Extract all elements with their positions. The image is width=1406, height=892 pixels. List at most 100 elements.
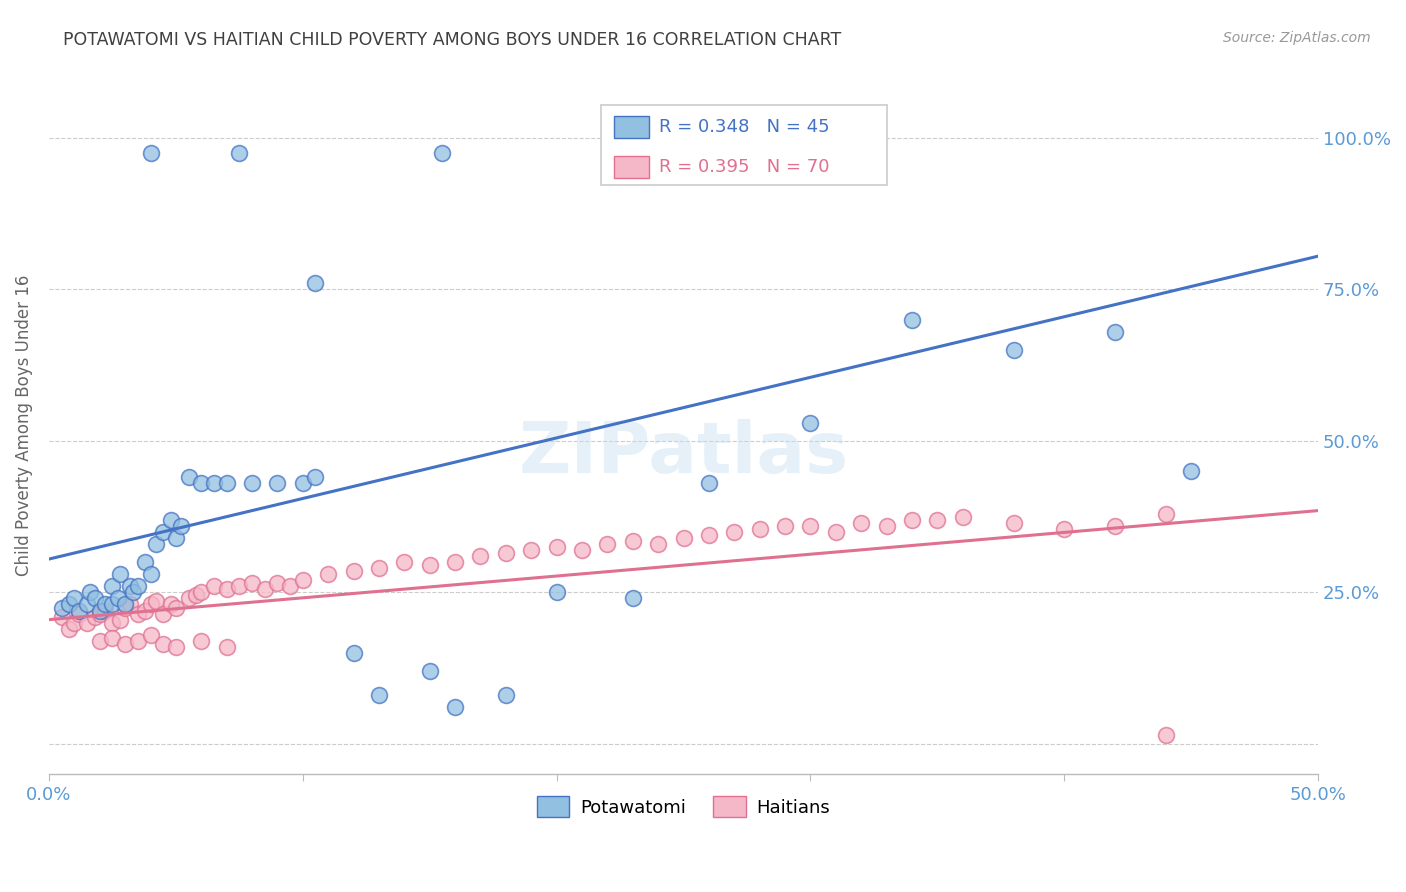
- Text: R = 0.395   N = 70: R = 0.395 N = 70: [659, 159, 830, 177]
- Point: [94, 598, 117, 612]
- Point: [190, 585, 212, 599]
- Point: [266, 476, 288, 491]
- Point: [83, 609, 105, 624]
- Point: [596, 537, 619, 551]
- Point: [876, 518, 898, 533]
- Point: [291, 574, 314, 588]
- Point: [278, 579, 301, 593]
- Point: [89, 607, 111, 621]
- Point: [79, 585, 101, 599]
- Point: [134, 555, 156, 569]
- Point: [145, 594, 167, 608]
- Point: [170, 518, 193, 533]
- Point: [114, 600, 136, 615]
- Point: [215, 582, 238, 597]
- Point: [101, 631, 124, 645]
- Point: [495, 546, 517, 560]
- Point: [127, 607, 149, 621]
- Point: [139, 628, 162, 642]
- Point: [291, 476, 314, 491]
- Point: [165, 600, 187, 615]
- Text: Source: ZipAtlas.com: Source: ZipAtlas.com: [1223, 31, 1371, 45]
- Point: [152, 637, 174, 651]
- Point: [1154, 728, 1177, 742]
- Point: [108, 613, 131, 627]
- Point: [546, 540, 568, 554]
- Point: [672, 531, 695, 545]
- Text: ZIPatlas: ZIPatlas: [519, 419, 849, 488]
- Point: [748, 522, 770, 536]
- Point: [901, 513, 924, 527]
- Text: R = 0.348   N = 45: R = 0.348 N = 45: [659, 119, 830, 136]
- Point: [83, 591, 105, 606]
- Legend: Potawatomi, Haitians: Potawatomi, Haitians: [530, 789, 838, 824]
- Point: [152, 607, 174, 621]
- Point: [419, 664, 441, 678]
- Point: [139, 567, 162, 582]
- Point: [107, 591, 129, 606]
- Point: [120, 579, 142, 593]
- Point: [697, 528, 720, 542]
- Point: [799, 518, 821, 533]
- Point: [304, 277, 326, 291]
- Point: [571, 543, 593, 558]
- Point: [159, 513, 181, 527]
- Point: [546, 585, 568, 599]
- Point: [63, 591, 86, 606]
- Point: [215, 476, 238, 491]
- FancyBboxPatch shape: [600, 105, 887, 186]
- Point: [394, 555, 416, 569]
- Point: [120, 598, 142, 612]
- Point: [419, 558, 441, 573]
- Point: [1154, 507, 1177, 521]
- Point: [134, 603, 156, 617]
- Point: [799, 416, 821, 430]
- Point: [51, 609, 73, 624]
- Point: [621, 591, 644, 606]
- Point: [190, 476, 212, 491]
- Point: [165, 531, 187, 545]
- Point: [152, 524, 174, 539]
- Y-axis label: Child Poverty Among Boys Under 16: Child Poverty Among Boys Under 16: [15, 275, 32, 576]
- Point: [520, 543, 543, 558]
- Point: [697, 476, 720, 491]
- Point: [76, 598, 98, 612]
- Point: [114, 637, 136, 651]
- Point: [773, 518, 796, 533]
- Point: [58, 622, 80, 636]
- Point: [621, 533, 644, 548]
- Point: [316, 567, 339, 582]
- Point: [723, 524, 745, 539]
- Point: [470, 549, 492, 563]
- Point: [202, 476, 225, 491]
- Point: [127, 579, 149, 593]
- Point: [145, 537, 167, 551]
- Point: [108, 567, 131, 582]
- Point: [342, 564, 364, 578]
- Point: [240, 476, 263, 491]
- Point: [139, 146, 162, 161]
- Point: [901, 312, 924, 326]
- Point: [1002, 516, 1025, 530]
- Point: [851, 516, 873, 530]
- Point: [1104, 518, 1126, 533]
- Point: [824, 524, 846, 539]
- FancyBboxPatch shape: [614, 116, 650, 138]
- Point: [927, 513, 949, 527]
- Point: [495, 689, 517, 703]
- Point: [432, 146, 454, 161]
- Point: [165, 640, 187, 654]
- Point: [186, 589, 208, 603]
- Point: [1104, 325, 1126, 339]
- Point: [1053, 522, 1076, 536]
- Point: [89, 633, 111, 648]
- Point: [1180, 464, 1202, 478]
- Point: [266, 576, 288, 591]
- Point: [177, 470, 200, 484]
- Point: [63, 615, 86, 630]
- Point: [304, 470, 326, 484]
- Point: [58, 598, 80, 612]
- Point: [647, 537, 669, 551]
- Point: [444, 555, 467, 569]
- Point: [368, 561, 391, 575]
